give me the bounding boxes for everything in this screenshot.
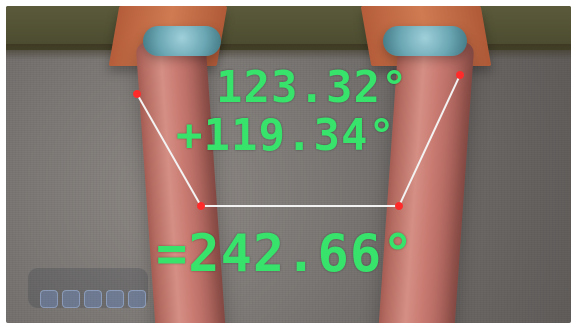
- right-arm-line: [398, 74, 461, 207]
- angle-measurement-lines: [133, 71, 464, 210]
- toolbar-button-5[interactable]: [128, 290, 146, 308]
- left-pillar-cap: [143, 26, 221, 56]
- toolbar-button-4[interactable]: [106, 290, 124, 308]
- toolbar-button-2[interactable]: [62, 290, 80, 308]
- toolbar-button-1[interactable]: [40, 290, 58, 308]
- angle-2-text: +119.34°: [176, 110, 396, 161]
- right-vertex-point[interactable]: [395, 202, 403, 210]
- measurement-overlay: [133, 71, 464, 210]
- right-pillar-cap: [383, 26, 467, 56]
- scene-view: 123.32° +119.34° =242.66°: [6, 6, 571, 323]
- toolbar-button-3[interactable]: [84, 290, 102, 308]
- left-top-point[interactable]: [133, 90, 141, 98]
- left-arm-line: [136, 93, 202, 207]
- right-top-point[interactable]: [456, 71, 464, 79]
- angle-1-text: 123.32°: [216, 62, 409, 113]
- left-vertex-point[interactable]: [197, 202, 205, 210]
- toolbar: [28, 268, 148, 308]
- angle-sum-text: =242.66°: [156, 224, 415, 284]
